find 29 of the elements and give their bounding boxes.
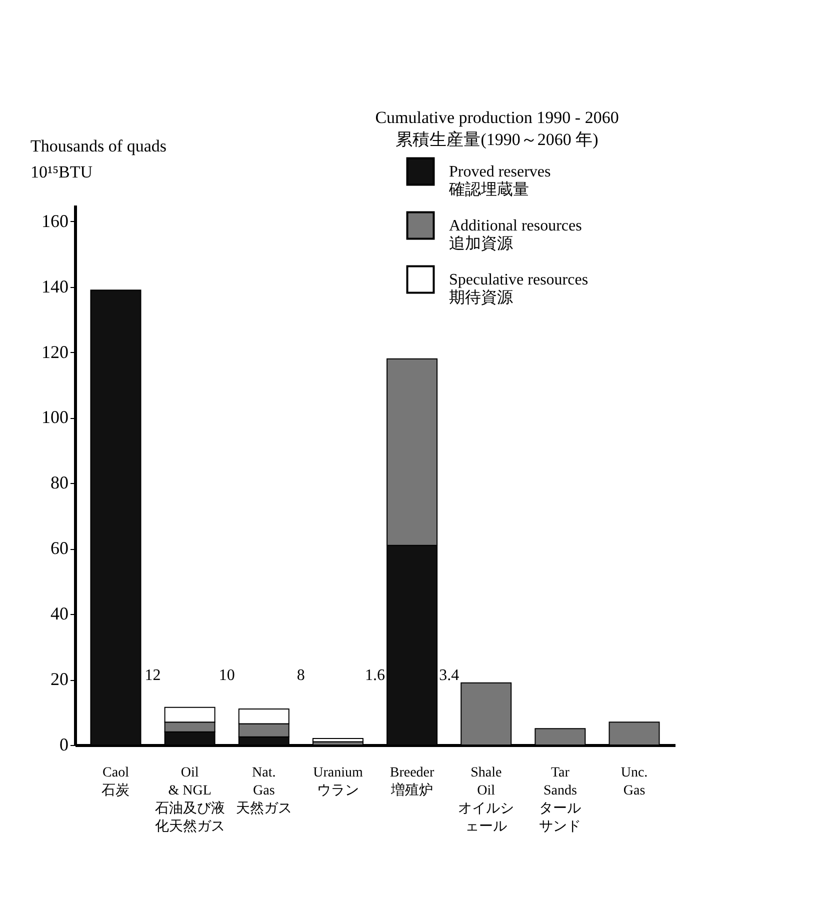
x-tick-label: Uranium ウラン xyxy=(313,766,363,798)
x-tick-label: Unc. Gas xyxy=(620,766,648,798)
annotation: 8 xyxy=(296,667,305,684)
x-tick-label: Oil & NGL 石油及び液化天然ガス xyxy=(154,766,225,834)
legend-label: Speculative resources 期待資源 xyxy=(449,272,588,306)
legend-title: Cumulative production 1990 - 2060 累積生産量(1990～2060 年) xyxy=(375,108,619,149)
legend-label: Proved reserves 確認埋蔵量 xyxy=(448,164,551,198)
annotation: 1.6 xyxy=(365,667,385,684)
annotation: 10 xyxy=(218,667,235,684)
y-tick-label: 20 xyxy=(50,669,68,690)
x-tick-label: Tar Sands タールサンド xyxy=(539,766,582,834)
y-tick-label: 100 xyxy=(42,407,68,428)
annotation: 12 xyxy=(144,667,161,684)
y-tick-label: 60 xyxy=(50,538,68,558)
x-tick-label: Nat. Gas 天然ガス xyxy=(236,766,292,816)
y-tick-label: 40 xyxy=(50,604,68,624)
y-tick-label: 140 xyxy=(42,276,68,296)
x-tick-label: Shale Oil オイルシェール xyxy=(458,766,514,834)
y-axis-title: Thousands of quads xyxy=(30,136,166,156)
x-tick-label: Breeder 増殖炉 xyxy=(390,766,435,798)
annotation: 3.4 xyxy=(439,667,460,684)
y-tick-label: 0 xyxy=(60,734,68,754)
y-tick-label: 160 xyxy=(42,210,68,231)
legend-label: Additional resources 追加資源 xyxy=(449,218,582,252)
chart-subtitle: 10¹⁵BTU xyxy=(30,162,93,182)
bar xyxy=(312,738,364,742)
x-tick-label: Caol 石炭 xyxy=(102,766,130,798)
y-tick-label: 120 xyxy=(42,342,68,362)
y-tick-label: 80 xyxy=(50,472,68,493)
